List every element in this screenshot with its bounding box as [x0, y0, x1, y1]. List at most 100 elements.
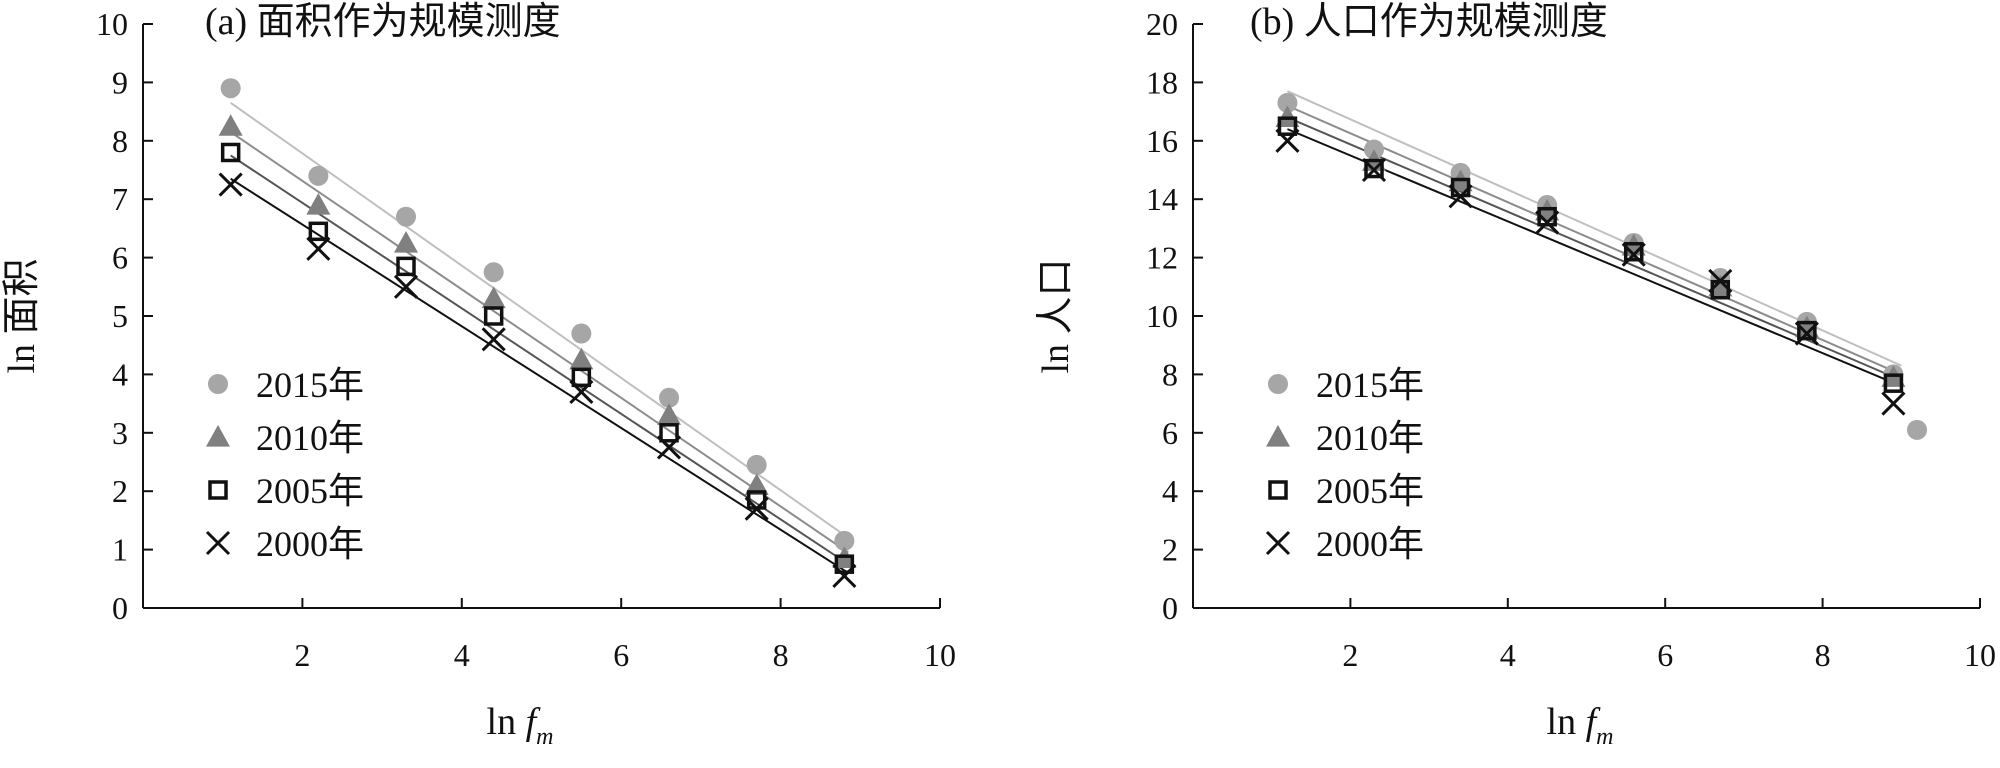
- y-tick-label: 2: [1162, 532, 1178, 568]
- data-point: [218, 172, 243, 197]
- data-point: [656, 435, 682, 460]
- data-point: [483, 306, 504, 326]
- trend-line-3: [230, 154, 849, 566]
- data-point: [306, 236, 331, 261]
- x-tick-label: 2: [1342, 637, 1358, 673]
- y-tick-label: 12: [1146, 240, 1178, 276]
- x-tick-label: 8: [773, 637, 789, 673]
- panel-title: (b) 人口作为规模测度: [1250, 1, 1608, 43]
- data-point: [659, 387, 680, 408]
- x-tick-label: 4: [454, 637, 470, 673]
- data-point: [1623, 242, 1644, 262]
- x-axis-label: ln fm: [1547, 701, 1614, 750]
- data-point: [308, 165, 329, 186]
- y-axis-label: ln 面积: [1, 258, 43, 373]
- legend-label: 2015年: [1316, 365, 1424, 405]
- y-tick-label: 4: [112, 356, 128, 392]
- y-tick-label: 9: [112, 64, 128, 100]
- legend-marker: [205, 530, 231, 556]
- y-tick-label: 16: [1146, 123, 1178, 159]
- y-tick-label: 3: [112, 415, 128, 451]
- series-circle: [220, 78, 855, 551]
- trend-line-2: [230, 131, 849, 554]
- x-tick-label: 8: [1815, 637, 1831, 673]
- x-tick-label: 6: [1657, 637, 1673, 673]
- data-point: [834, 530, 855, 551]
- series-square: [1277, 116, 1904, 393]
- data-point: [1621, 242, 1646, 267]
- y-tick-label: 2: [112, 473, 128, 509]
- data-point: [1535, 210, 1560, 235]
- data-point: [220, 78, 241, 99]
- data-point: [396, 256, 416, 277]
- y-tick-label: 20: [1146, 6, 1178, 42]
- x-tick-label: 10: [924, 637, 956, 673]
- data-point: [1907, 419, 1928, 440]
- y-tick-label: 8: [1162, 356, 1178, 392]
- data-point: [481, 327, 506, 352]
- data-point: [834, 554, 855, 574]
- series-square: [220, 142, 855, 574]
- data-point: [1361, 157, 1387, 183]
- trend-line-1: [230, 102, 849, 539]
- data-point: [659, 423, 679, 443]
- legend-label: 2005年: [256, 471, 364, 511]
- data-point: [569, 379, 594, 404]
- data-point: [569, 347, 594, 370]
- y-axis-label: ln 人口: [1035, 258, 1077, 373]
- data-point: [1448, 184, 1473, 209]
- data-point: [481, 286, 506, 309]
- panel-title: (a) 面积作为规模测度: [205, 1, 561, 43]
- legend-label: 2010年: [1316, 418, 1424, 458]
- legend-label: 2010年: [256, 418, 364, 458]
- y-tick-label: 4: [1162, 473, 1178, 509]
- data-point: [746, 454, 767, 475]
- data-point: [1794, 321, 1819, 346]
- data-point: [220, 142, 241, 163]
- y-tick-label: 18: [1146, 64, 1178, 100]
- data-point: [1275, 128, 1300, 153]
- y-tick-label: 10: [1146, 298, 1178, 334]
- series-x: [218, 172, 857, 588]
- data-point: [1794, 315, 1819, 338]
- data-point: [1708, 274, 1733, 297]
- legend: 2015年 2010年 2005年 2000年: [1265, 365, 1424, 564]
- legend-label: 2015年: [256, 365, 364, 405]
- data-point: [1277, 116, 1298, 136]
- data-point: [308, 221, 329, 242]
- y-tick-label: 0: [112, 590, 128, 626]
- data-point: [218, 114, 243, 136]
- data-point: [657, 403, 682, 425]
- data-point: [832, 563, 857, 588]
- y-tick-label: 0: [1162, 590, 1178, 626]
- data-point: [1708, 268, 1733, 294]
- legend-marker: [1265, 530, 1291, 556]
- data-point: [1277, 92, 1298, 113]
- data-point: [571, 367, 592, 388]
- series-x: [1275, 128, 1906, 416]
- series-triangle: [218, 114, 857, 568]
- legend-marker: [206, 425, 230, 447]
- x-tick-label: 4: [1500, 637, 1516, 673]
- x-tick-label: 6: [613, 637, 629, 673]
- data-point: [306, 193, 331, 215]
- legend-label: 2000年: [1316, 524, 1424, 564]
- data-point: [744, 496, 769, 521]
- x-tick-label: 2: [294, 637, 310, 673]
- chart-panel-a: 0 1 2 3 4 5 6 7 8 9 10 2 4 6 8 10 2015年 2010年 2005年 2000年 (a…: [1, 1, 956, 750]
- legend-label: 2005年: [1316, 471, 1424, 511]
- data-point: [1537, 206, 1557, 227]
- legend: 2015年 2010年 2005年 2000年: [205, 365, 364, 564]
- data-point: [1275, 105, 1300, 128]
- data-point: [1883, 373, 1904, 393]
- data-point: [394, 231, 419, 253]
- data-point: [1881, 391, 1906, 416]
- data-point: [744, 473, 769, 495]
- y-tick-label: 14: [1146, 181, 1178, 217]
- y-tick-label: 8: [112, 123, 128, 159]
- legend-marker: [208, 480, 228, 500]
- y-tick-label: 10: [96, 6, 128, 42]
- y-tick-label: 6: [1162, 415, 1178, 451]
